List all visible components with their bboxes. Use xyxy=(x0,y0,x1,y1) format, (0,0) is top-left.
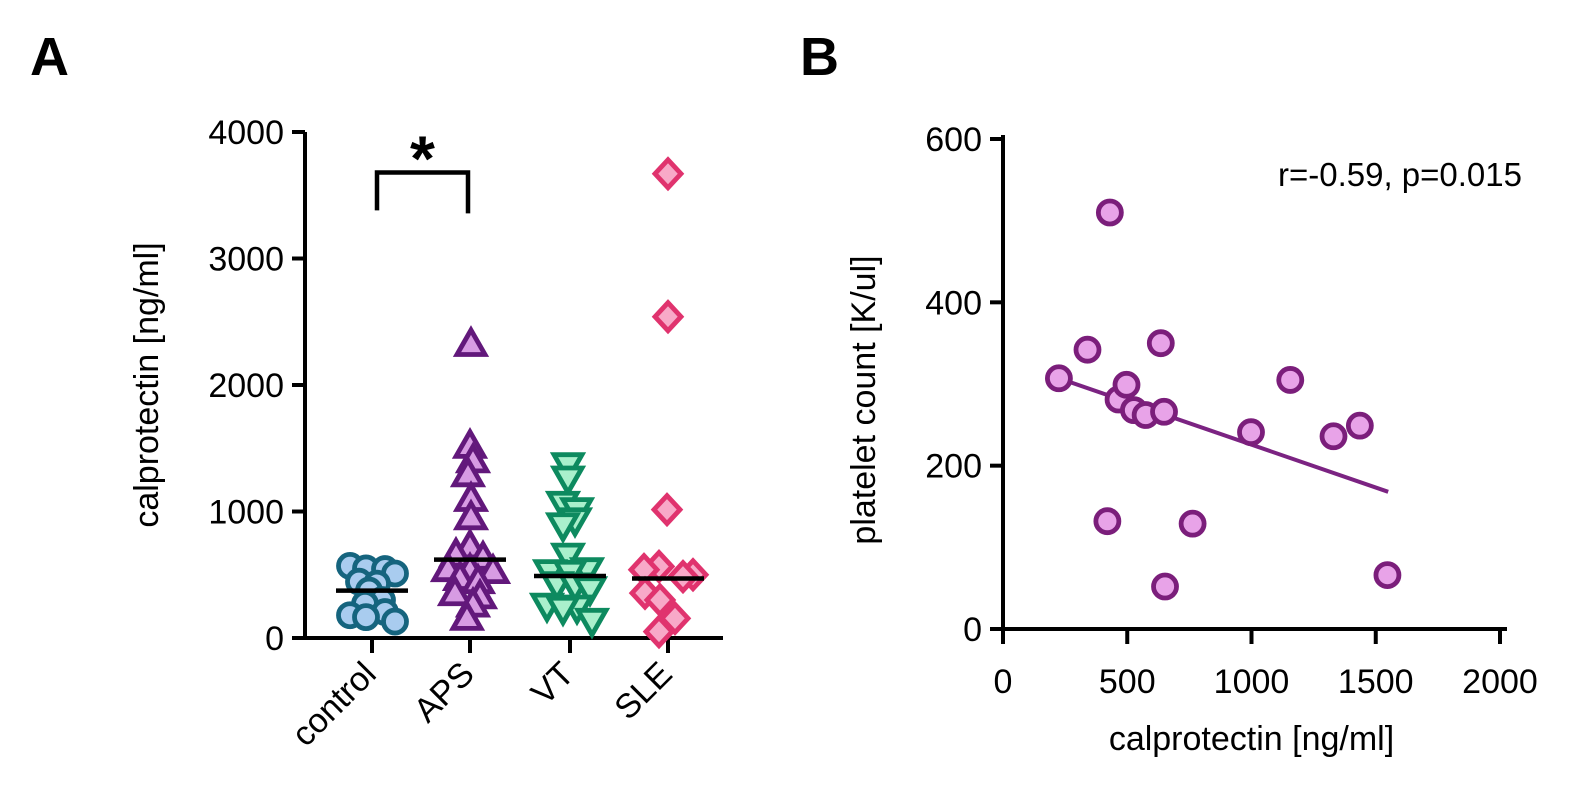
scatter-point xyxy=(1045,364,1073,393)
scatter-point xyxy=(1150,397,1178,426)
y-tick-label: 3000 xyxy=(208,241,284,279)
scatter-point xyxy=(1276,366,1305,394)
scatter-point xyxy=(1237,418,1265,447)
significance-asterisk: * xyxy=(410,122,435,194)
y-tick-label: 400 xyxy=(925,284,982,322)
control-point xyxy=(352,603,380,632)
category-label-aps: APS xyxy=(407,655,482,730)
y-tick-label: 1000 xyxy=(208,494,284,532)
aps-point xyxy=(436,574,474,607)
group-aps xyxy=(429,325,512,631)
aps-point xyxy=(452,325,490,357)
sle-point xyxy=(658,600,692,636)
scatter-point xyxy=(1112,370,1141,399)
x-tick-label: 1500 xyxy=(1338,663,1414,701)
aps-point xyxy=(448,599,486,631)
panel-a-chart: 0 1000 2000 3000 4000 calprotectin [ng/ml] con… xyxy=(128,114,723,754)
group-control xyxy=(336,551,409,636)
vt-point xyxy=(571,576,609,609)
aps-point xyxy=(452,498,490,531)
scatter-point xyxy=(1095,198,1124,227)
scatter-point xyxy=(1319,422,1348,451)
scatter-point xyxy=(1178,509,1207,538)
vt-point xyxy=(549,465,587,498)
category-label-control: control xyxy=(285,655,384,754)
y-tick-label: 200 xyxy=(925,448,982,486)
sle-point xyxy=(651,156,685,192)
x-tick-label: 500 xyxy=(1099,663,1156,701)
vt-point xyxy=(573,607,611,640)
scatter-point xyxy=(1146,329,1175,358)
scatter-point xyxy=(1373,561,1402,589)
aps-point xyxy=(474,552,512,584)
sle-point xyxy=(642,614,676,650)
vt-point xyxy=(544,512,582,545)
control-point xyxy=(381,607,409,636)
y-tick-label: 0 xyxy=(265,620,284,658)
y-tick-label: 2000 xyxy=(208,367,284,405)
sle-point xyxy=(643,582,677,618)
y-tick-label: 4000 xyxy=(208,114,284,152)
y-axis-title: calprotectin [ng/ml] xyxy=(128,242,166,527)
scatter-point xyxy=(1151,572,1179,601)
vt-point xyxy=(544,595,582,628)
significance-bracket xyxy=(374,170,471,214)
group-sle xyxy=(627,156,710,650)
panel-b-chart: 0 200 400 600 0 500 1000 1500 2000 platelet count… xyxy=(845,121,1538,758)
scatter-point xyxy=(1073,335,1102,364)
sle-point xyxy=(651,299,685,335)
panel-a-label: A xyxy=(30,27,69,87)
panel-b-label: B xyxy=(800,27,839,87)
scatter-points xyxy=(1045,198,1402,601)
aps-point xyxy=(449,455,487,488)
x-tick-label: 0 xyxy=(994,663,1013,701)
group-vt xyxy=(528,452,611,640)
x-tick-label: 2000 xyxy=(1462,663,1538,701)
sle-point xyxy=(628,575,662,611)
sle-point xyxy=(650,492,684,528)
y-tick-label: 600 xyxy=(925,121,982,159)
y-axis-title: platelet count [K/ul] xyxy=(845,255,883,544)
scatter-point xyxy=(1093,507,1122,536)
x-axis-title: calprotectin [ng/ml] xyxy=(1109,720,1394,758)
scatter-point xyxy=(1345,411,1374,440)
y-tick-label: 0 xyxy=(963,611,982,649)
x-tick-label: 1000 xyxy=(1214,663,1290,701)
correlation-annotation: r=-0.59, p=0.015 xyxy=(1278,156,1522,193)
category-label-vt: VT xyxy=(524,655,582,713)
category-label-sle: SLE xyxy=(607,655,679,727)
